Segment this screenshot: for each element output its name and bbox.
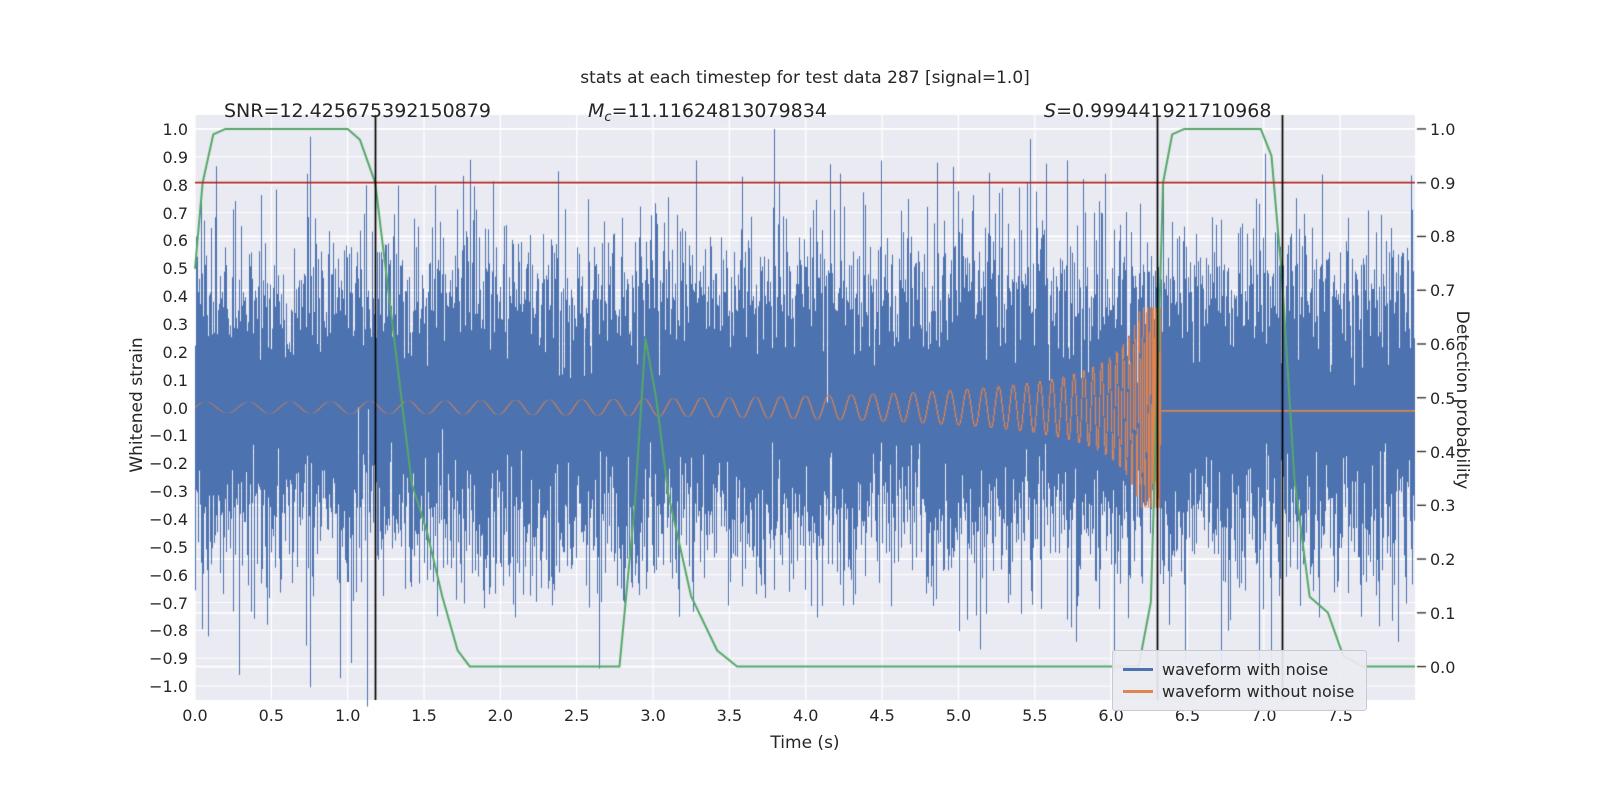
significance-symbol: S xyxy=(1044,100,1057,122)
y-left-tick-label: 1.0 xyxy=(162,119,188,139)
x-tick-label: 4.5 xyxy=(869,706,895,725)
y-left-tick-label: 0.8 xyxy=(162,175,188,195)
x-tick-label: 4.0 xyxy=(793,706,819,725)
y-right-tick-label: 0.9 xyxy=(1430,173,1456,193)
significance-value: =0.999441921710968 xyxy=(1056,100,1272,122)
x-tick-label: 5.0 xyxy=(945,706,972,725)
significance-annotation: S=0.999441921710968 xyxy=(1044,100,1271,122)
y-right-tick-label: 0.0 xyxy=(1430,657,1456,677)
y-left-tick-label: −0.4 xyxy=(149,509,188,529)
legend-swatch xyxy=(1123,667,1153,671)
legend-item: waveform without noise xyxy=(1123,680,1354,702)
y-right-tick-label: 0.3 xyxy=(1430,496,1456,516)
chart-title: stats at each timestep for test data 287… xyxy=(580,68,1030,88)
y-right-tick-label: 0.8 xyxy=(1430,227,1456,247)
y-left-tick-label: 0.2 xyxy=(162,342,188,362)
x-tick-label: 3.0 xyxy=(640,706,666,725)
y-left-tick-label: −0.9 xyxy=(149,649,188,669)
x-tick-label: 0.5 xyxy=(258,706,285,725)
x-tick-label: 1.5 xyxy=(411,706,437,725)
y-left-tick-label: −0.2 xyxy=(149,454,188,474)
legend-label: waveform without noise xyxy=(1162,681,1355,701)
y-left-tick-label: 0.9 xyxy=(162,147,188,167)
y-left-tick-label: −0.7 xyxy=(149,593,188,613)
y-left-tick-label: 0.3 xyxy=(162,314,188,334)
y-left-tick-label: 0.7 xyxy=(162,203,188,223)
y-left-tick-label: 0.6 xyxy=(162,231,188,251)
y-left-tick-label: −0.3 xyxy=(149,482,188,502)
chirp-mass-subscript: c xyxy=(604,110,612,125)
x-tick-label: 5.5 xyxy=(1022,706,1048,725)
y-right-tick-label: 0.2 xyxy=(1430,550,1456,570)
y-right-tick-label: 0.6 xyxy=(1430,334,1456,354)
y-left-tick-label: −0.5 xyxy=(149,537,188,557)
y-left-tick-label: −0.8 xyxy=(149,621,188,641)
y-right-tick-label: 1.0 xyxy=(1430,119,1456,139)
y-right-tick-label: 0.7 xyxy=(1430,281,1456,301)
legend-item: waveform with noise xyxy=(1123,658,1354,680)
x-axis-label: Time (s) xyxy=(770,733,840,753)
x-tick-label: 1.0 xyxy=(334,706,361,725)
chirp-mass-value: =11.11624813079834 xyxy=(611,100,827,122)
chirp-mass-symbol: M xyxy=(588,100,605,122)
y-left-tick-label: −0.1 xyxy=(149,426,188,446)
y-left-tick-label: 0.5 xyxy=(162,259,188,279)
y-right-tick-label: 0.4 xyxy=(1430,442,1456,462)
y-right-tick-label: 0.5 xyxy=(1430,388,1456,408)
y-left-tick-label: −0.6 xyxy=(149,565,188,585)
x-tick-label: 2.5 xyxy=(563,706,590,725)
y-left-tick-label: 0.4 xyxy=(162,287,188,307)
y-left-tick-label: −1.0 xyxy=(149,677,188,697)
snr-annotation: SNR=12.425675392150879 xyxy=(224,100,491,122)
chirp-mass-annotation: Mc=11.11624813079834 xyxy=(588,100,827,125)
legend-label: waveform with noise xyxy=(1162,659,1329,679)
x-tick-label: 3.5 xyxy=(716,706,743,725)
legend: waveform with noise waveform without nois… xyxy=(1112,650,1368,711)
y-right-tick-label: 0.1 xyxy=(1430,603,1456,623)
y-left-tick-label: 0.0 xyxy=(162,398,188,418)
y-left-tick-label: 0.1 xyxy=(162,370,188,390)
legend-swatch xyxy=(1123,689,1153,693)
x-tick-label: 2.0 xyxy=(487,706,514,725)
x-tick-label: 0.0 xyxy=(182,706,208,725)
